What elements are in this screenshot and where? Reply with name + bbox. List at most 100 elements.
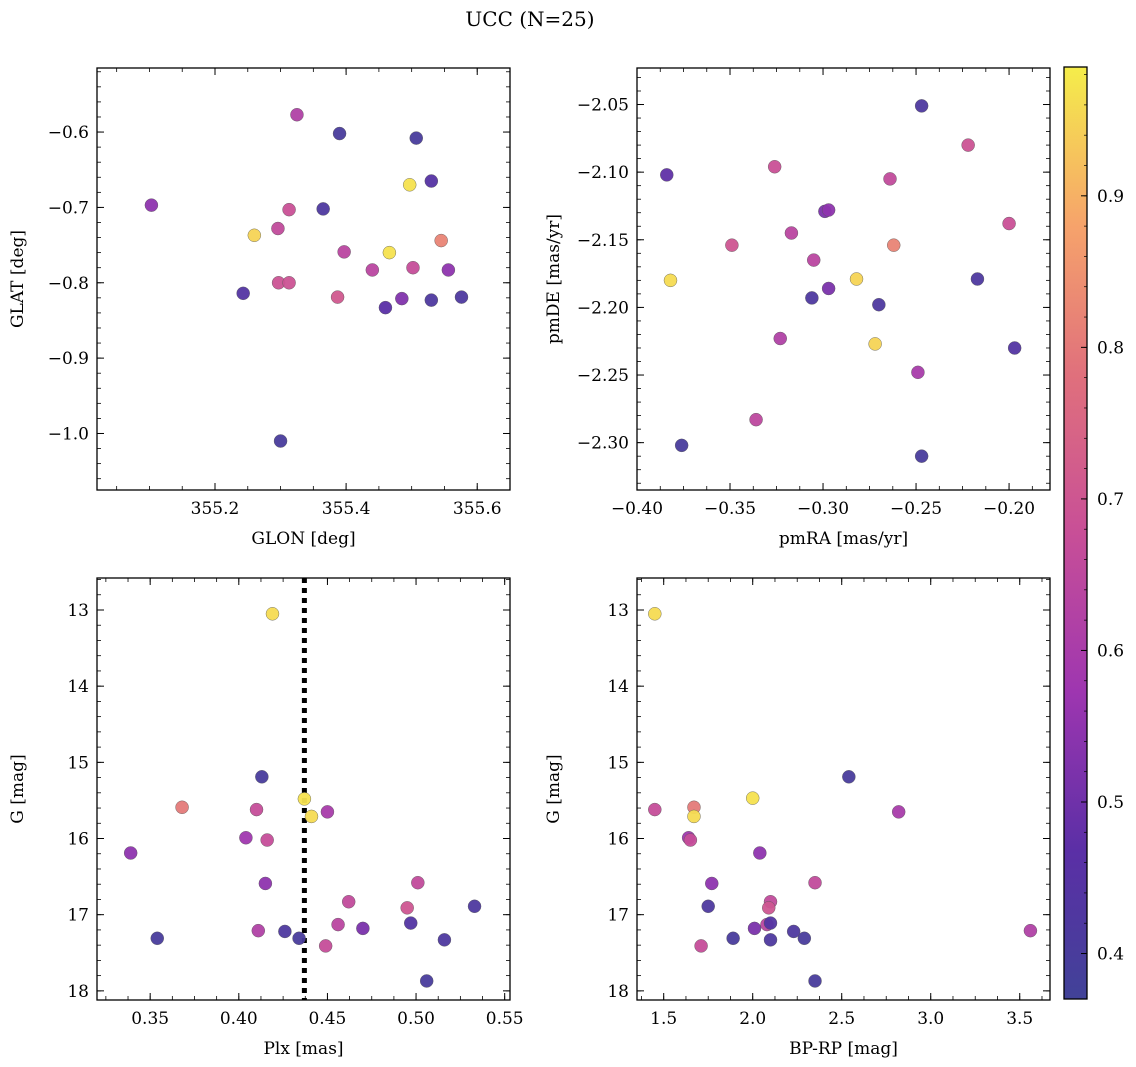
scatter-point xyxy=(236,286,250,301)
scatter-point xyxy=(821,203,836,217)
scatter-panel-1: 355.2 355.4 355.6 −0.6 −0.7 −0.8 −0.9 −1.0 GLON … xyxy=(8,67,511,549)
x-tick-label: 2.5 xyxy=(828,1009,855,1029)
scatter-point xyxy=(411,875,425,890)
scatter-point xyxy=(255,770,269,784)
scatter-point xyxy=(821,281,836,296)
scatter-point xyxy=(406,260,420,275)
x-axis-label: GLON [deg] xyxy=(251,529,355,549)
scatter-point xyxy=(271,221,285,236)
scatter-point xyxy=(914,99,929,113)
scatter-point xyxy=(437,933,452,947)
x-tick-label: 0.45 xyxy=(308,1009,346,1029)
y-tick-label: −2.15 xyxy=(577,231,629,251)
x-tick-label: −0.30 xyxy=(797,499,849,519)
y-axis-label: G [mag] xyxy=(544,754,564,823)
y-tick-label: 15 xyxy=(67,753,89,773)
scatter-point xyxy=(419,974,434,988)
scatter-point xyxy=(648,607,662,621)
scatter-point xyxy=(763,916,778,930)
x-tick-label: −0.25 xyxy=(890,499,942,519)
scatter-panel-4: 1.5 2.0 2.5 3.0 3.5 13 14 15 16 17 18 BP-RP [mag] G … xyxy=(544,577,1051,1059)
colorbar-tick-label: 0.4 xyxy=(1097,945,1124,965)
scatter-point xyxy=(683,833,698,847)
x-tick-label: 1.5 xyxy=(650,1009,677,1029)
scatter-point xyxy=(807,253,821,267)
x-tick-label: 355.4 xyxy=(322,499,371,519)
scatter-point xyxy=(849,272,864,286)
axes-frame xyxy=(636,577,1051,1001)
figure-title: UCC (N=25) xyxy=(465,7,594,31)
scatter-point xyxy=(424,293,439,307)
y-tick-label: 15 xyxy=(607,753,629,773)
scatter-point xyxy=(144,198,159,212)
scatter-point xyxy=(701,899,715,914)
x-tick-label: 0.55 xyxy=(486,1009,524,1029)
x-axis-label: Plx [mas] xyxy=(263,1039,343,1059)
scatter-point xyxy=(365,263,380,277)
scatter-point xyxy=(395,291,409,306)
scatter-point xyxy=(378,300,393,315)
y-axis-label: G [mag] xyxy=(8,754,28,823)
scatter-point xyxy=(762,901,776,915)
y-tick-label: −1.0 xyxy=(48,424,89,444)
scatter-point xyxy=(883,172,897,186)
scatter-point xyxy=(175,800,189,814)
scatter-point xyxy=(842,770,856,784)
scatter-point xyxy=(746,791,760,805)
scatter-point xyxy=(424,174,439,188)
scatter-point xyxy=(753,846,767,860)
scatter-point xyxy=(400,901,414,915)
scatter-point xyxy=(705,876,719,891)
x-tick-label: 0.35 xyxy=(131,1009,169,1029)
scatter-point xyxy=(970,272,985,286)
scatter-point xyxy=(249,802,264,817)
x-tick-label: 355.6 xyxy=(453,499,502,519)
y-tick-label: 17 xyxy=(67,906,89,926)
scatter-point xyxy=(872,297,886,312)
scatter-point xyxy=(282,202,296,217)
scatter-point xyxy=(660,168,674,182)
scatter-point xyxy=(648,802,662,817)
y-tick-label: 13 xyxy=(67,601,89,621)
scatter-point xyxy=(868,337,882,351)
scatter-point xyxy=(891,805,906,819)
scatter-point xyxy=(773,331,787,346)
scatter-point xyxy=(341,895,356,909)
scatter-point xyxy=(687,809,701,824)
colorbar: 0.4 0.5 0.6 0.7 0.8 0.9 xyxy=(1063,66,1124,1000)
y-tick-label: −0.9 xyxy=(48,349,89,369)
y-tick-label: −2.20 xyxy=(577,298,629,318)
scatter-point xyxy=(674,438,689,453)
colorbar-tick-label: 0.9 xyxy=(1097,187,1124,207)
y-tick-label: −0.6 xyxy=(48,123,89,143)
scatter-point xyxy=(808,875,822,890)
colorbar-gradient xyxy=(1063,66,1088,1000)
y-tick-label: −2.30 xyxy=(577,434,629,454)
y-tick-label: −2.10 xyxy=(577,163,629,183)
y-axis-label: GLAT [deg] xyxy=(8,230,28,328)
x-tick-label: 2.0 xyxy=(739,1009,766,1029)
x-axis-label: pmRA [mas/yr] xyxy=(779,529,908,549)
axes-frame xyxy=(96,67,511,491)
y-tick-label: 13 xyxy=(607,601,629,621)
scatter-point xyxy=(304,809,319,824)
scatter-point xyxy=(258,876,273,891)
scatter-point xyxy=(1023,923,1038,938)
y-tick-label: 16 xyxy=(67,830,89,850)
scatter-point xyxy=(914,449,929,463)
scatter-point xyxy=(331,917,345,932)
scatter-point xyxy=(786,924,801,939)
scatter-point xyxy=(467,899,482,914)
scatter-point xyxy=(797,931,812,945)
scatter-point xyxy=(123,846,138,860)
y-tick-label: 18 xyxy=(67,982,89,1002)
scatter-point xyxy=(320,805,335,819)
scatter-point xyxy=(403,178,417,192)
scatter-point xyxy=(260,833,274,847)
y-axis-label: pmDE [mas/yr] xyxy=(544,214,564,344)
x-tick-label: −0.35 xyxy=(704,499,756,519)
x-tick-label: 355.2 xyxy=(191,499,240,519)
scatter-point xyxy=(251,923,266,938)
scatter-point xyxy=(808,974,822,988)
